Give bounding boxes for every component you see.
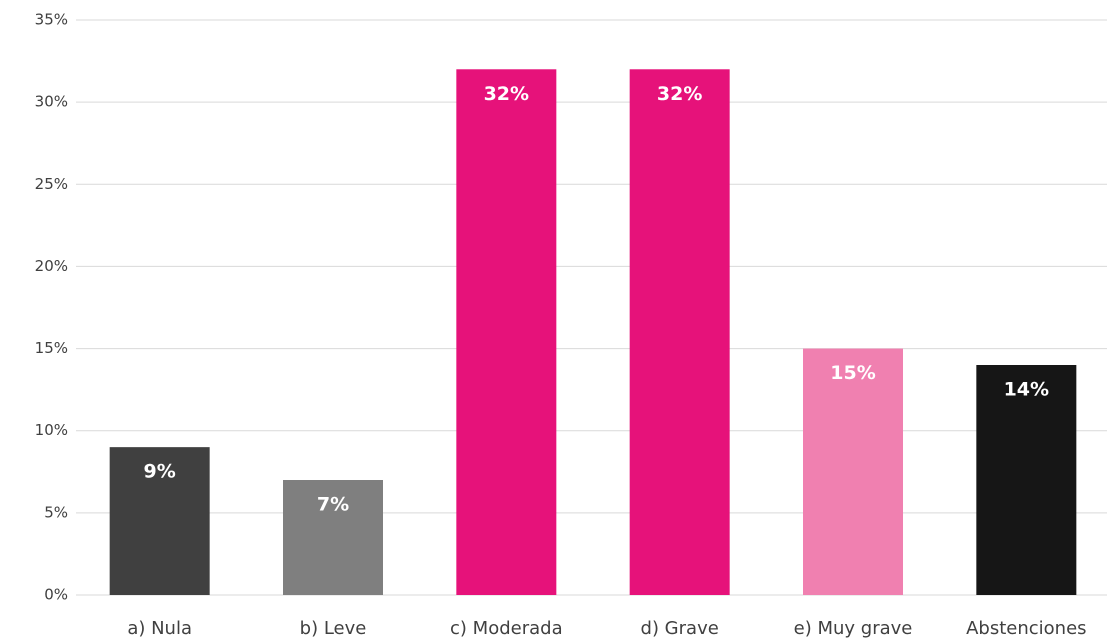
bar [803, 348, 903, 595]
x-tick-label: c) Moderada [450, 618, 563, 639]
y-tick-label: 30% [35, 93, 68, 111]
x-tick-label: Abstenciones [966, 618, 1086, 639]
bar [976, 365, 1077, 595]
y-tick-label: 10% [35, 421, 68, 439]
data-label: 32% [657, 83, 702, 105]
data-label: 14% [1004, 379, 1049, 401]
y-tick-label: 35% [35, 11, 68, 29]
y-tick-label: 5% [44, 503, 68, 521]
data-label: 32% [484, 83, 529, 105]
bar [109, 447, 210, 595]
bar [283, 480, 383, 595]
data-label: 7% [317, 494, 349, 516]
x-tick-label: a) Nula [127, 618, 192, 639]
bar [629, 69, 730, 596]
y-tick-label: 0% [44, 586, 68, 604]
x-tick-label: b) Leve [300, 618, 367, 639]
x-tick-label: e) Muy grave [794, 618, 913, 639]
y-tick-label: 20% [35, 257, 68, 275]
data-label: 15% [830, 362, 875, 384]
y-tick-label: 15% [35, 339, 68, 357]
y-tick-label: 25% [35, 175, 68, 193]
bar [456, 69, 557, 596]
data-label: 9% [144, 461, 176, 483]
x-tick-label: d) Grave [641, 618, 719, 639]
